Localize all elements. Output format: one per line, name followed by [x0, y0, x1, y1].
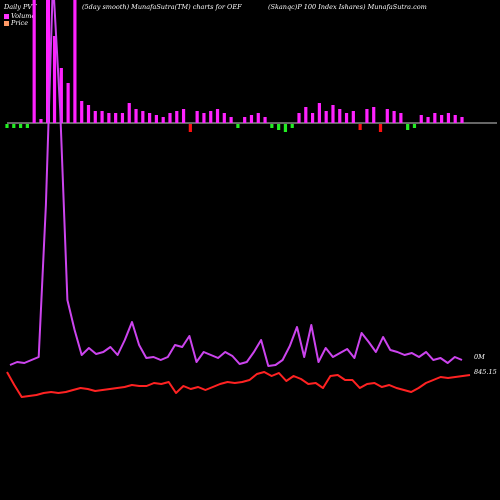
volume-bar — [277, 124, 281, 130]
volume-bar — [344, 113, 349, 123]
volume-bar — [385, 109, 389, 123]
chart-title-right: (Skanqc)P 100 Index Ishares) MunafaSutra… — [268, 3, 427, 11]
volume-bar — [406, 124, 410, 130]
volume-bar — [433, 113, 437, 123]
volume-last-label: 0M — [474, 353, 485, 361]
legend-price-swatch — [4, 20, 9, 26]
volume-bar — [73, 0, 77, 123]
pvt-line — [9, 0, 463, 367]
volume-bar — [365, 109, 369, 123]
volume-bar — [263, 117, 267, 123]
volume-bar — [195, 111, 199, 123]
volume-bar — [175, 111, 179, 123]
volume-bar — [66, 83, 70, 123]
volume-bar — [80, 101, 84, 123]
volume-bar-spike — [46, 0, 50, 123]
volume-bar — [25, 124, 29, 128]
volume-bar — [181, 109, 186, 123]
legend-volume-label: Volume — [11, 12, 36, 20]
volume-bar — [127, 103, 131, 123]
volume-bar — [161, 117, 165, 123]
legend-price-label: Price — [11, 19, 29, 27]
volume-bar — [270, 124, 274, 128]
volume-bar — [148, 113, 152, 123]
volume-bar — [236, 124, 240, 128]
volume-bar — [243, 117, 247, 123]
volume-bar — [32, 0, 36, 123]
volume-bar — [331, 105, 335, 123]
volume-bar — [440, 115, 444, 123]
volume-bar — [154, 115, 159, 123]
volume-bar — [453, 115, 457, 123]
volume-bar — [202, 113, 206, 123]
volume-bar — [229, 117, 233, 123]
volume-bar — [5, 124, 9, 128]
volume-bar — [93, 111, 97, 123]
volume-bar — [446, 113, 451, 123]
volume-bar — [372, 107, 376, 123]
price-line — [6, 371, 471, 398]
volume-bar — [18, 124, 23, 128]
volume-bar — [107, 113, 111, 123]
volume-bar — [290, 124, 294, 128]
volume-bar — [358, 124, 362, 130]
volume-bar — [338, 109, 342, 123]
volume-bar — [114, 113, 118, 123]
volume-bar — [86, 105, 91, 123]
volume-bar — [59, 68, 63, 123]
legend-volume-swatch — [4, 13, 9, 19]
legend-price: Price — [4, 19, 28, 27]
volume-bar — [209, 111, 213, 123]
volume-bar — [426, 117, 430, 123]
price-last-label: 845.15 — [474, 368, 497, 376]
volume-bar — [188, 124, 192, 132]
volume-bar — [134, 109, 138, 123]
volume-bar — [168, 113, 172, 123]
volume-bar — [215, 109, 220, 123]
volume-bar — [100, 111, 104, 123]
chart-title-left: Daily PVT — [4, 3, 37, 11]
volume-bar — [39, 119, 43, 123]
volume-bar — [419, 115, 423, 123]
volume-bar — [120, 113, 125, 123]
volume-bar — [412, 124, 417, 128]
volume-bar — [249, 115, 254, 123]
volume-bar — [351, 111, 355, 123]
volume-bar — [297, 113, 301, 123]
volume-bar — [52, 36, 57, 123]
volume-bar — [399, 113, 403, 123]
volume-bar — [460, 117, 464, 123]
volume-bar — [283, 124, 288, 132]
chart-title-middle: (5day smooth) MunafaSutra(TM) charts for… — [82, 3, 242, 11]
volume-bar — [310, 113, 315, 123]
volume-bar — [12, 124, 16, 128]
volume-bar — [378, 124, 383, 132]
volume-bar — [141, 111, 145, 123]
volume-bar — [317, 103, 321, 123]
legend-volume: Volume — [4, 12, 35, 20]
volume-bar — [304, 107, 308, 123]
volume-bar — [222, 113, 226, 123]
volume-bar — [392, 111, 396, 123]
volume-bar — [324, 111, 328, 123]
volume-bar — [256, 113, 260, 123]
